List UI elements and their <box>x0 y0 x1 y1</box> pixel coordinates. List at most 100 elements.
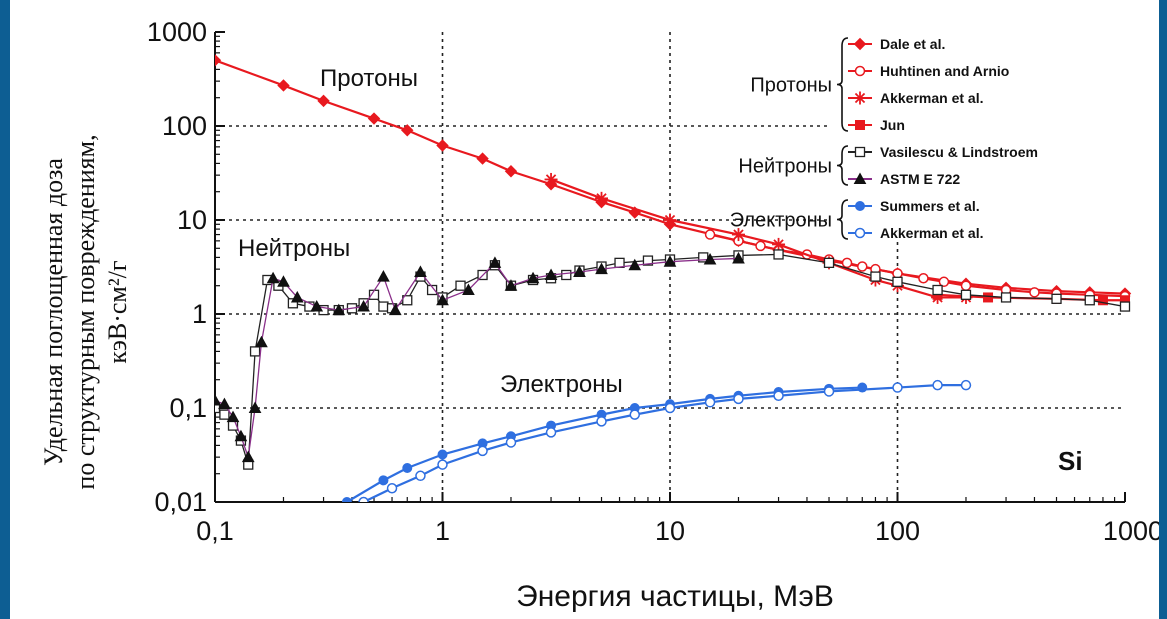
legend-marker <box>855 201 865 211</box>
data-point <box>932 379 943 391</box>
data-point <box>378 475 389 486</box>
data-point <box>377 270 390 282</box>
data-point <box>357 300 370 312</box>
data-point <box>488 256 502 268</box>
series-layer <box>215 54 1132 502</box>
data-point <box>596 416 607 427</box>
data-point <box>402 462 413 473</box>
y-tick-labels: 0,01 0,1 1 10 100 1000 <box>147 17 207 517</box>
data-point <box>426 284 438 296</box>
data-point <box>918 273 929 284</box>
data-point <box>249 346 261 357</box>
data-point <box>983 292 994 303</box>
data-point <box>773 249 784 260</box>
data-point <box>857 261 868 272</box>
y-tick-label: 0,01 <box>154 487 207 517</box>
data-point <box>436 139 449 152</box>
legend-marker <box>854 227 866 239</box>
legend-group-label: Нейтроны <box>738 156 832 178</box>
x-axis-label: Энергия частицы, МэВ <box>516 580 834 613</box>
legend-entry-label: Huhtinen and Arnio <box>880 63 1009 79</box>
legend-background <box>830 22 1152 240</box>
legend-entry-label: Jun <box>880 117 905 133</box>
x-tick-labels: 0,1 1 10 100 1000 <box>196 516 1159 546</box>
legend-group-label: Протоны <box>750 75 832 97</box>
data-point <box>1029 287 1040 298</box>
data-point <box>755 240 766 252</box>
annotation-protons: Протоны <box>320 65 418 92</box>
data-point <box>378 301 389 312</box>
data-point <box>823 257 835 269</box>
data-point <box>1051 293 1062 304</box>
legend: Dale et al. Huhtinen and Arnio Akkerman et… <box>730 22 1152 241</box>
series-line <box>550 178 966 299</box>
data-point <box>870 271 881 282</box>
data-point <box>226 410 240 423</box>
data-point <box>241 450 255 463</box>
data-point <box>277 275 290 287</box>
material-label: Si <box>1058 446 1083 476</box>
data-point <box>358 496 369 502</box>
data-point <box>277 79 290 92</box>
data-point <box>215 54 222 67</box>
annotation-electrons: Электроны <box>500 371 623 398</box>
legend-entry-label: Summers et al. <box>880 198 980 214</box>
data-point <box>402 295 413 306</box>
data-point <box>664 402 676 414</box>
data-point <box>414 265 427 277</box>
data-point <box>505 437 517 448</box>
series-electrons-6 <box>341 382 868 502</box>
data-point <box>218 397 231 410</box>
legend-entry-label: Akkerman et al. <box>880 225 984 241</box>
legend-marker <box>853 172 867 184</box>
x-tick-label: 10 <box>655 516 685 546</box>
data-point <box>1000 292 1012 303</box>
data-point <box>595 191 609 205</box>
data-point <box>526 271 540 284</box>
data-point <box>310 300 324 312</box>
x-tick-label: 1 <box>435 516 450 546</box>
data-point <box>960 379 972 391</box>
data-point <box>841 257 853 269</box>
data-point <box>704 229 716 240</box>
data-point <box>938 276 950 288</box>
y-tick-label: 0,1 <box>169 393 207 423</box>
data-point <box>629 409 641 420</box>
data-point <box>703 252 717 265</box>
data-point <box>248 401 262 413</box>
data-point <box>476 152 489 165</box>
data-point <box>219 409 230 420</box>
data-point <box>561 269 572 281</box>
data-point <box>437 449 448 460</box>
data-point <box>332 303 346 316</box>
data-point <box>1097 295 1108 306</box>
data-point <box>341 497 352 502</box>
y-tick-label: 10 <box>177 205 207 235</box>
data-point <box>255 335 268 348</box>
data-point <box>628 258 642 271</box>
series-neutrons-5 <box>215 251 745 463</box>
legend-entry-label: Dale et al. <box>880 36 945 52</box>
data-point <box>733 393 744 405</box>
data-point <box>462 283 475 296</box>
legend-bracket <box>836 145 849 186</box>
legend-entry-label: ASTM E 722 <box>880 171 960 187</box>
data-point <box>892 276 903 287</box>
data-point <box>732 251 745 264</box>
legend-marker <box>853 37 867 51</box>
data-point <box>215 394 222 406</box>
data-point <box>477 445 488 457</box>
data-point <box>663 255 677 267</box>
legend-entry-label: Vasilescu & Lindstroem <box>880 144 1038 160</box>
y-tick-label: 1 <box>192 299 207 329</box>
x-tick-label: 0,1 <box>196 516 234 546</box>
x-tick-label: 1000 <box>1103 516 1159 546</box>
series-line <box>346 386 863 502</box>
data-point <box>386 483 398 494</box>
y-axis-label-line1: Удельная поглощенная доза <box>39 158 68 466</box>
y-tick-label: 100 <box>162 111 207 141</box>
data-point <box>960 289 972 300</box>
data-point <box>367 112 381 125</box>
series-electrons-7 <box>358 379 972 502</box>
legend-group-label: Электроны <box>730 210 832 232</box>
